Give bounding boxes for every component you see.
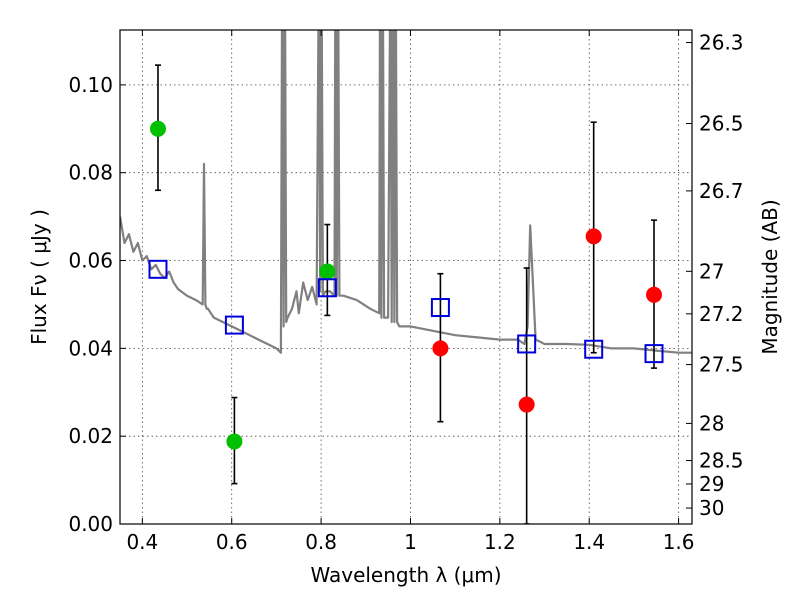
photometry-point xyxy=(432,340,449,357)
mag-tick-label: 30 xyxy=(699,496,724,520)
model-square xyxy=(317,278,337,298)
photometry-point xyxy=(646,286,663,303)
model-square xyxy=(148,259,168,279)
x-axis-title: Wavelength λ (μm) xyxy=(310,563,501,587)
mag-tick-label: 27.2 xyxy=(699,302,744,326)
y-tick-label: 0.00 xyxy=(68,512,113,536)
y-axis-title: Flux Fν ( μJy ) xyxy=(27,209,51,345)
y-tick-label: 0.02 xyxy=(68,424,113,448)
photometry-point xyxy=(319,263,336,280)
x-tick-label: 1.4 xyxy=(573,530,605,554)
plot-area xyxy=(120,30,692,524)
model-square xyxy=(517,334,537,354)
y-tick-label: 0.10 xyxy=(68,73,113,97)
photometry-point xyxy=(149,120,166,137)
model-square xyxy=(224,315,244,335)
photometry-point xyxy=(585,228,602,245)
photometry-point xyxy=(518,396,535,413)
photometry-point xyxy=(226,433,243,450)
y-tick-label: 0.06 xyxy=(68,249,113,273)
mag-tick-label: 28.5 xyxy=(699,449,744,473)
model-square xyxy=(430,298,450,318)
mag-tick-label: 29 xyxy=(699,472,724,496)
x-tick-label: 0.6 xyxy=(216,530,248,554)
x-tick-label: 1 xyxy=(404,530,417,554)
model-square xyxy=(644,344,664,364)
plot-frame xyxy=(119,29,693,525)
mag-tick-label: 26.7 xyxy=(699,179,744,203)
axis-ticks: 0.4 0.6 0.8 1 1.2 1.4 1.6 0.00 0.02 0.04 0.06 0.08 0… xyxy=(68,30,744,554)
y-tick-label: 0.08 xyxy=(68,161,113,185)
x-tick-label: 1.6 xyxy=(663,530,695,554)
sed-template-line xyxy=(120,30,692,354)
model-square xyxy=(584,339,604,359)
y-tick-label: 0.04 xyxy=(68,336,113,360)
mag-tick-label: 28 xyxy=(699,411,724,435)
x-tick-label: 1.2 xyxy=(484,530,516,554)
mag-tick-label: 27.5 xyxy=(699,353,744,377)
mag-tick-label: 27 xyxy=(699,259,724,283)
x-tick-label: 0.4 xyxy=(126,530,158,554)
mag-tick-label: 26.3 xyxy=(699,31,744,55)
y2-axis-title: Magnitude (AB) xyxy=(758,199,782,354)
x-tick-label: 0.8 xyxy=(305,530,337,554)
mag-tick-label: 26.5 xyxy=(699,112,744,136)
